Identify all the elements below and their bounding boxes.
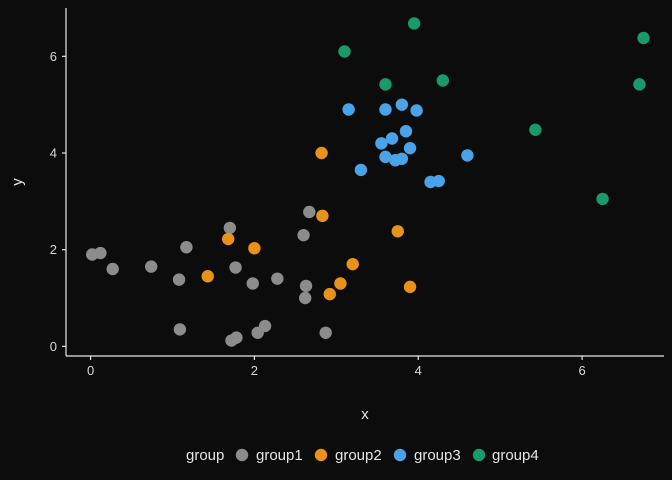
data-point — [407, 17, 421, 30]
legend-key-group4 — [472, 448, 486, 462]
x-axis-title: x — [361, 406, 369, 423]
data-point — [375, 137, 388, 150]
y-tick-label: 4 — [50, 146, 57, 161]
legend-title: group — [186, 447, 224, 464]
axes: 0 2 4 6 0 2 4 6 — [50, 8, 664, 378]
data-point — [297, 228, 310, 242]
legend-key-group3 — [393, 448, 407, 462]
data-point — [299, 279, 313, 293]
data-point — [596, 192, 609, 206]
data-point — [173, 323, 187, 336]
data-point — [410, 104, 423, 117]
data-point — [379, 103, 392, 116]
data-point — [299, 291, 312, 305]
y-tick-label: 6 — [50, 49, 57, 64]
legend-label-group1: group1 — [256, 447, 303, 464]
data-point — [94, 246, 107, 260]
data-point — [529, 123, 542, 136]
data-point — [403, 141, 417, 155]
data-point — [395, 152, 409, 165]
data-point — [379, 78, 392, 91]
data-point — [230, 331, 243, 344]
series-group1 — [86, 205, 332, 347]
data-point — [316, 209, 329, 223]
data-point — [201, 270, 214, 283]
data-point — [323, 287, 336, 301]
y-tick-label: 0 — [50, 339, 57, 354]
data-point — [432, 174, 445, 188]
data-point — [395, 98, 409, 111]
legend-key-group1 — [235, 448, 249, 462]
data-point — [144, 260, 158, 273]
data-point — [221, 232, 235, 246]
x-tick-label: 6 — [578, 363, 585, 378]
data-point — [303, 205, 316, 219]
data-point — [354, 163, 368, 177]
data-point — [403, 280, 417, 294]
data-point — [342, 103, 355, 116]
data-point — [180, 241, 193, 254]
data-point — [229, 261, 242, 274]
data-point — [379, 150, 392, 164]
x-tick-label: 2 — [251, 363, 258, 378]
data-point — [385, 132, 399, 145]
x-tick-label: 0 — [87, 363, 94, 378]
y-axis-title: y — [9, 178, 26, 186]
data-point — [172, 273, 186, 286]
series-group3 — [342, 98, 474, 189]
y-tick-label: 2 — [50, 242, 57, 257]
legend-label-group2: group2 — [335, 447, 382, 464]
data-point — [106, 262, 119, 276]
data-point — [633, 78, 646, 91]
data-point — [399, 125, 413, 138]
data-point — [346, 257, 359, 271]
series-group4 — [338, 17, 650, 206]
series-group2 — [201, 146, 417, 301]
legend-label-group4: group4 — [492, 447, 539, 464]
data-point — [315, 146, 328, 160]
legend: group group1 group2 group3 group4 — [186, 447, 539, 464]
data-point — [248, 242, 261, 255]
data-point — [334, 277, 347, 290]
data-point — [391, 225, 404, 238]
x-tick-label: 4 — [415, 363, 422, 378]
data-point — [246, 277, 259, 290]
data-points — [86, 17, 650, 347]
data-point — [271, 272, 284, 285]
data-point — [436, 74, 450, 87]
data-point — [258, 319, 272, 333]
data-point — [461, 149, 474, 162]
data-point — [319, 326, 332, 339]
legend-key-group2 — [314, 448, 328, 462]
data-point — [223, 221, 237, 235]
legend-label-group3: group3 — [414, 447, 461, 464]
data-point — [637, 31, 650, 45]
data-point — [338, 45, 351, 58]
